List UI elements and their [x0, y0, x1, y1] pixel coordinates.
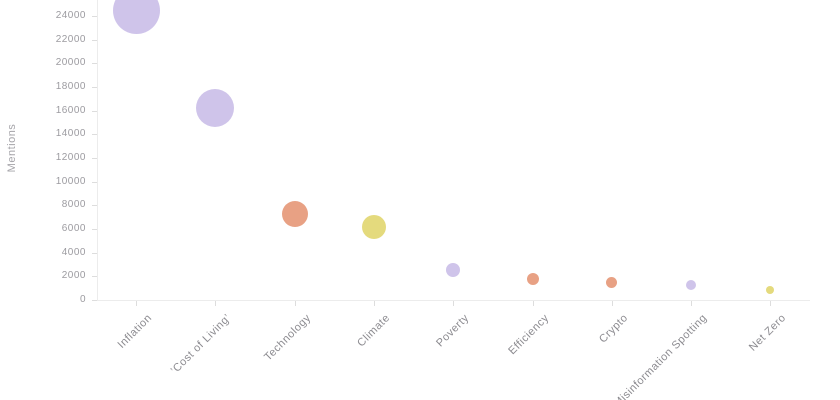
y-tick-mark	[92, 39, 97, 41]
x-tick-mark	[691, 301, 693, 306]
y-tick-mark	[92, 205, 97, 207]
y-tick-label: 22000	[55, 33, 86, 45]
x-tick-mark	[294, 301, 296, 306]
y-tick-label: 10000	[55, 175, 86, 187]
bubble-net-zero[interactable]	[766, 285, 775, 294]
x-tick-mark	[611, 301, 613, 306]
y-tick-mark	[92, 252, 97, 254]
bubble-misinformation-spotting[interactable]	[686, 279, 697, 290]
y-tick-mark	[92, 181, 97, 183]
x-category-label: Inflation	[115, 312, 155, 351]
y-tick-mark	[92, 87, 97, 88]
y-tick-label: 20000	[55, 57, 86, 69]
x-tick-mark	[532, 301, 534, 306]
bubble-inflation[interactable]	[112, 0, 160, 34]
y-tick-label: 0	[79, 294, 86, 305]
y-tick-label: 12000	[55, 152, 86, 163]
x-tick-mark	[770, 301, 772, 306]
bubble-crypto[interactable]	[606, 277, 618, 289]
y-tick-label: 16000	[55, 104, 86, 116]
y-tick-label: 18000	[55, 81, 86, 92]
y-tick-mark	[92, 229, 97, 230]
y-tick-label: 2000	[61, 270, 86, 282]
bubble-technology[interactable]	[281, 200, 308, 227]
y-tick-mark	[92, 158, 97, 159]
x-axis-line	[97, 300, 810, 301]
y-tick-label: 14000	[55, 128, 86, 140]
bubble-cost-of-living[interactable]	[196, 89, 235, 128]
y-tick-mark	[92, 63, 97, 65]
y-axis-line	[97, 0, 98, 301]
bubble-efficiency[interactable]	[526, 273, 539, 286]
bubble-climate[interactable]	[361, 214, 386, 239]
y-tick-mark	[92, 276, 97, 278]
bubble-poverty[interactable]	[446, 263, 461, 278]
y-tick-label: 4000	[61, 246, 86, 258]
y-axis-title: Mentions	[6, 123, 18, 173]
x-tick-mark	[453, 301, 455, 306]
y-tick-label: 8000	[61, 199, 86, 211]
y-tick-mark	[92, 300, 97, 301]
y-tick-mark	[92, 16, 97, 17]
x-tick-mark	[373, 301, 375, 306]
y-tick-label: 24000	[55, 10, 86, 21]
y-tick-label: 6000	[61, 223, 86, 234]
y-tick-mark	[92, 110, 97, 112]
x-tick-mark	[215, 301, 217, 306]
y-tick-mark	[92, 134, 97, 136]
x-tick-mark	[136, 301, 137, 306]
